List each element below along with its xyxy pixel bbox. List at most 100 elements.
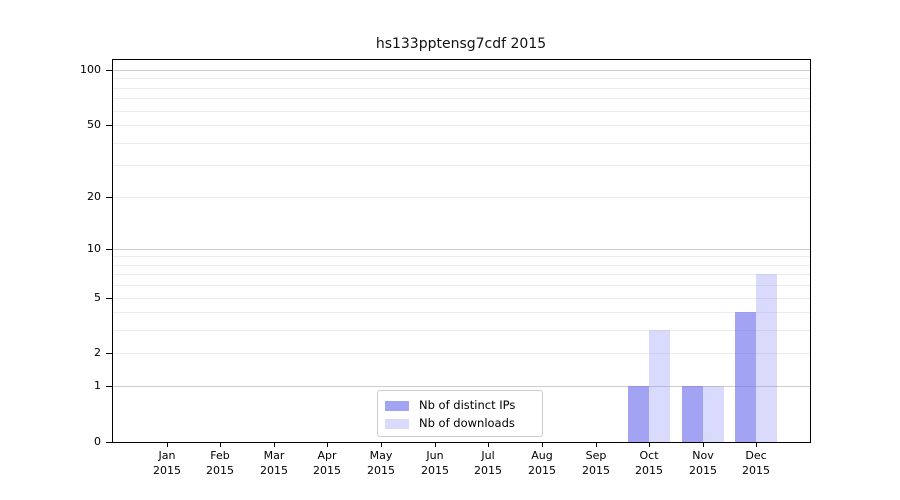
x-tick-year: 2015 [206, 464, 234, 477]
bar-nov-distinct-ips [682, 386, 703, 442]
minor-gridline [113, 330, 810, 331]
x-tick-label: Jun 2015 [405, 448, 465, 478]
x-tick-mark [649, 442, 650, 447]
x-tick-month: Jan [158, 449, 176, 462]
y-tick-label: 50 [87, 118, 101, 131]
x-tick-month: Feb [210, 449, 230, 462]
legend-swatch-downloads [385, 418, 409, 429]
minor-gridline [113, 265, 810, 266]
y-tick-label: 1 [94, 379, 101, 392]
bar-layer [113, 60, 810, 442]
y-tick-label: 5 [94, 291, 101, 304]
x-tick-month: Apr [317, 449, 337, 462]
bar-oct-downloads [649, 330, 670, 442]
x-tick-mark [220, 442, 221, 447]
minor-gridline [113, 274, 810, 275]
y-tick-mark [106, 249, 113, 250]
bar-oct-distinct-ips [628, 386, 649, 442]
major-gridline [113, 249, 810, 250]
y-tick-mark [106, 353, 113, 354]
x-tick-month: Sep [585, 449, 607, 462]
bar-nov-downloads [703, 386, 724, 442]
legend-item-downloads: Nb of downloads [385, 417, 534, 430]
x-tick-year: 2015 [153, 464, 181, 477]
x-tick-year: 2015 [528, 464, 556, 477]
x-tick-year: 2015 [582, 464, 610, 477]
y-tick-label: 0 [94, 435, 101, 448]
legend-label-distinct-ips: Nb of distinct IPs [419, 398, 516, 412]
legend: Nb of distinct IPs Nb of downloads [377, 390, 543, 437]
x-tick-label: Nov 2015 [673, 448, 733, 478]
chart-title: hs133pptensg7cdf 2015 [375, 36, 547, 52]
y-tick-mark [106, 442, 113, 443]
x-tick-mark [435, 442, 436, 447]
gridline-layer [113, 60, 810, 442]
x-tick-mark [327, 442, 328, 447]
x-tick-year: 2015 [260, 464, 288, 477]
plot-area [112, 59, 811, 443]
major-gridline [113, 70, 810, 71]
y-tick-mark [106, 298, 113, 299]
x-tick-label: Jul 2015 [458, 448, 518, 478]
x-tick-month: Jun [426, 449, 444, 462]
minor-gridline [113, 88, 810, 89]
x-tick-label: Dec 2015 [726, 448, 786, 478]
y-tick-mark [106, 70, 113, 71]
x-tick-mark [596, 442, 597, 447]
x-tick-label: Feb 2015 [190, 448, 250, 478]
minor-gridline [113, 285, 810, 286]
x-tick-month: Mar [263, 449, 285, 462]
y-tick-label: 100 [80, 63, 101, 76]
x-tick-mark [488, 442, 489, 447]
major-gridline [113, 386, 810, 387]
x-tick-year: 2015 [421, 464, 449, 477]
x-tick-mark [756, 442, 757, 447]
minor-gridline [113, 353, 810, 354]
bar-dec-distinct-ips [735, 312, 756, 442]
x-tick-label: Apr 2015 [297, 448, 357, 478]
x-tick-month: Oct [639, 449, 659, 462]
y-tick-mark [106, 197, 113, 198]
minor-gridline [113, 143, 810, 144]
minor-gridline [113, 111, 810, 112]
legend-item-distinct-ips: Nb of distinct IPs [385, 399, 534, 412]
minor-gridline [113, 298, 810, 299]
x-tick-mark [703, 442, 704, 447]
x-tick-label: Mar 2015 [244, 448, 304, 478]
x-tick-year: 2015 [313, 464, 341, 477]
legend-label-downloads: Nb of downloads [419, 416, 515, 430]
minor-gridline [113, 165, 810, 166]
x-tick-label: May 2015 [351, 448, 411, 478]
minor-gridline [113, 312, 810, 313]
x-tick-label: Sep 2015 [566, 448, 626, 478]
x-tick-year: 2015 [474, 464, 502, 477]
y-tick-mark [106, 125, 113, 126]
x-tick-month: Dec [745, 449, 767, 462]
x-tick-mark [542, 442, 543, 447]
x-tick-month: Jul [481, 449, 495, 462]
bar-dec-downloads [756, 274, 777, 442]
x-tick-mark [381, 442, 382, 447]
y-tick-mark [106, 386, 113, 387]
minor-gridline [113, 98, 810, 99]
y-tick-label: 20 [87, 190, 101, 203]
x-tick-year: 2015 [689, 464, 717, 477]
x-tick-mark [167, 442, 168, 447]
minor-gridline [113, 78, 810, 79]
x-tick-label: Jan 2015 [137, 448, 197, 478]
x-tick-month: Nov [692, 449, 714, 462]
legend-swatch-distinct-ips [385, 400, 409, 411]
minor-gridline [113, 256, 810, 257]
x-tick-month: May [369, 449, 393, 462]
x-tick-mark [274, 442, 275, 447]
y-tick-label: 10 [87, 242, 101, 255]
y-tick-label: 2 [94, 346, 101, 359]
x-tick-year: 2015 [635, 464, 663, 477]
minor-gridline [113, 197, 810, 198]
x-tick-year: 2015 [367, 464, 395, 477]
x-tick-month: Aug [531, 449, 553, 462]
x-tick-year: 2015 [742, 464, 770, 477]
minor-gridline [113, 125, 810, 126]
x-tick-label: Oct 2015 [619, 448, 679, 478]
